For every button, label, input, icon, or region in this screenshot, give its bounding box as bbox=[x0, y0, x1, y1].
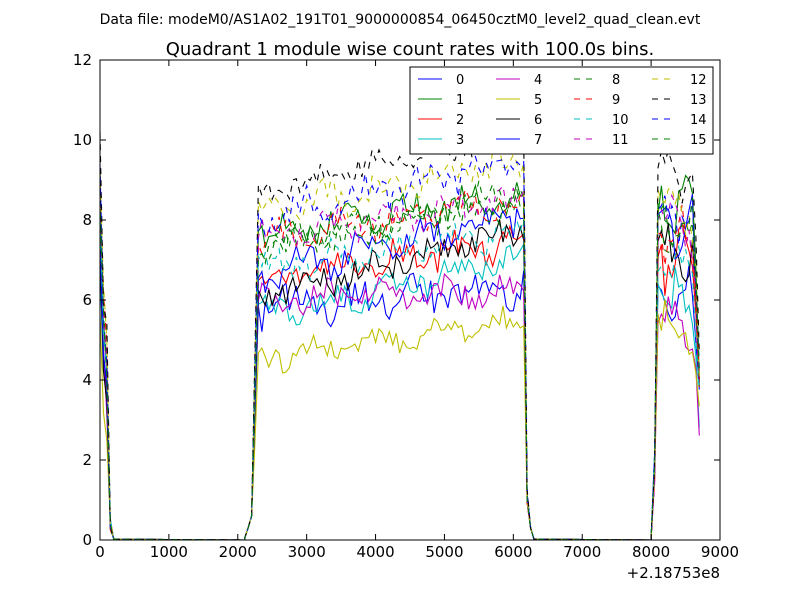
data-file-header: Data file: modeM0/AS1A02_191T01_90000008… bbox=[100, 12, 701, 28]
x-tick-label: 0 bbox=[95, 543, 105, 561]
legend-box bbox=[409, 66, 714, 155]
legend-label-12: 12 bbox=[690, 73, 707, 88]
legend-label-8: 8 bbox=[612, 73, 620, 88]
series-line-15 bbox=[99, 180, 700, 541]
legend-label-1: 1 bbox=[456, 93, 464, 108]
plot-area: 0 1000 2000 3000 4000 5000 6000 7000 8000 9000 0 2 4… bbox=[73, 51, 739, 561]
legend-label-13: 13 bbox=[690, 93, 707, 108]
legend-label-10: 10 bbox=[612, 113, 629, 128]
y-tick-label: 4 bbox=[82, 371, 92, 389]
x-tick-label: 9000 bbox=[701, 543, 739, 561]
legend-label-14: 14 bbox=[690, 113, 707, 128]
x-tick-label: 8000 bbox=[632, 543, 670, 561]
legend-label-7: 7 bbox=[534, 133, 542, 148]
legend-label-4: 4 bbox=[534, 73, 542, 88]
y-tick-label: 10 bbox=[73, 131, 92, 149]
x-axis-offset-label: +2.18753e8 bbox=[627, 564, 720, 582]
legend-label-3: 3 bbox=[456, 133, 464, 148]
series-line-14 bbox=[99, 155, 700, 541]
x-tick-label: 7000 bbox=[563, 543, 601, 561]
y-tick-label: 6 bbox=[82, 291, 92, 309]
y-tick-label: 12 bbox=[73, 51, 92, 69]
legend-label-0: 0 bbox=[456, 73, 464, 88]
y-tick-label: 8 bbox=[82, 211, 92, 229]
legend-label-15: 15 bbox=[690, 133, 707, 148]
x-tick-label: 2000 bbox=[219, 543, 257, 561]
x-tick-label: 6000 bbox=[494, 543, 532, 561]
legend-label-5: 5 bbox=[534, 93, 542, 108]
y-tick-label: 0 bbox=[82, 531, 92, 549]
x-tick-label: 1000 bbox=[150, 543, 188, 561]
x-tick-label: 5000 bbox=[425, 543, 463, 561]
legend-label-11: 11 bbox=[612, 133, 629, 148]
x-tick-label: 3000 bbox=[288, 543, 326, 561]
series-group bbox=[99, 120, 700, 541]
legend-label-2: 2 bbox=[456, 113, 464, 128]
legend-label-9: 9 bbox=[612, 93, 620, 108]
x-tick-label: 4000 bbox=[356, 543, 394, 561]
y-tick-label: 2 bbox=[82, 451, 92, 469]
series-line-13 bbox=[99, 120, 700, 541]
chart-title: Quadrant 1 module wise count rates with … bbox=[166, 39, 655, 60]
legend-label-6: 6 bbox=[534, 113, 542, 128]
